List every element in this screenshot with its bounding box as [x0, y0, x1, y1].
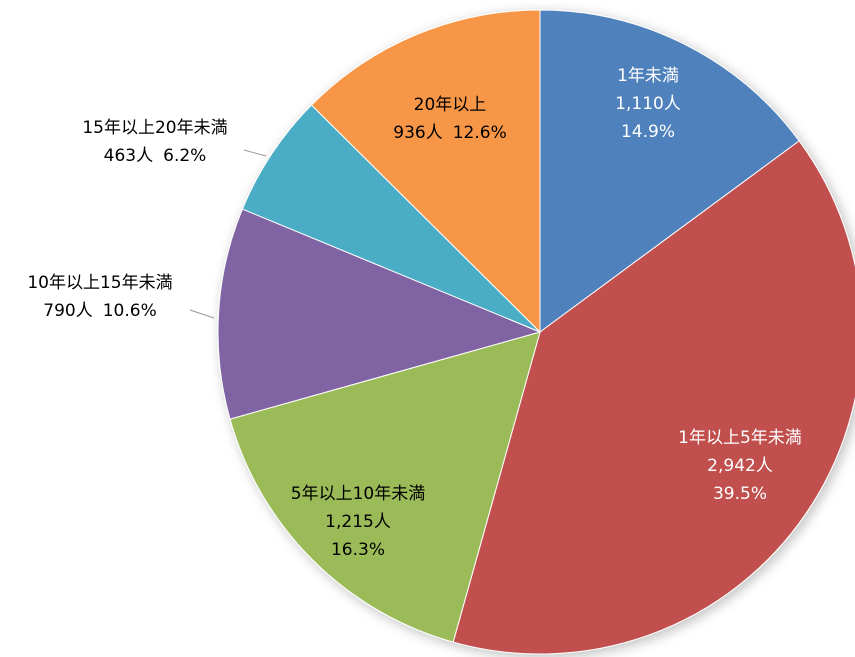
data-label: 1,215人 [325, 512, 391, 532]
pie [217, 9, 855, 655]
label-v: 1,110人 [615, 94, 681, 114]
data-label: 20年以上 [414, 95, 487, 115]
label-p: 12.6% [453, 123, 507, 143]
label-n: 5年以上10年未満 [291, 484, 425, 504]
label-p: 16.3% [331, 540, 385, 560]
pie-slice [241, 104, 541, 333]
data-label: 936人 12.6% [393, 123, 506, 143]
data-label: 14.9% [621, 122, 675, 142]
label-n: 20年以上 [414, 95, 487, 115]
label-p: 39.5% [713, 484, 767, 504]
data-label: 39.5% [713, 484, 767, 504]
label-p: 14.9% [621, 122, 675, 142]
data-label: 1年未満 [617, 66, 679, 86]
label-n: 15年以上20年未満 [82, 118, 227, 138]
data-label: 10年以上15年未満 [27, 273, 172, 293]
label-v: 463人 [104, 146, 153, 166]
label-v: 2,942人 [707, 456, 773, 476]
pie-slice [452, 140, 855, 655]
pie-slice [229, 331, 541, 643]
label-v: 1,215人 [325, 512, 391, 532]
data-label: 2,942人 [707, 456, 773, 476]
leader-line [243, 149, 267, 157]
data-label: 16.3% [331, 540, 385, 560]
label-n: 1年未満 [617, 66, 679, 86]
data-label: 790人 10.6% [43, 301, 156, 321]
data-label: 15年以上20年未満 [82, 118, 227, 138]
label-n: 10年以上15年未満 [27, 273, 172, 293]
label-p: 10.6% [103, 301, 157, 321]
label-n: 1年以上5年未満 [678, 428, 802, 448]
leader-line [189, 309, 215, 319]
data-label: 1,110人 [615, 94, 681, 114]
label-v: 790人 [43, 301, 92, 321]
label-v: 936人 [393, 123, 442, 143]
pie-slice [310, 9, 541, 334]
data-label: 463人 6.2% [104, 146, 207, 166]
label-p: 6.2% [163, 146, 206, 166]
data-label: 1年以上5年未満 [678, 428, 802, 448]
pie-slice [217, 208, 542, 420]
data-label: 5年以上10年未満 [291, 484, 425, 504]
pie-slice [539, 9, 800, 333]
